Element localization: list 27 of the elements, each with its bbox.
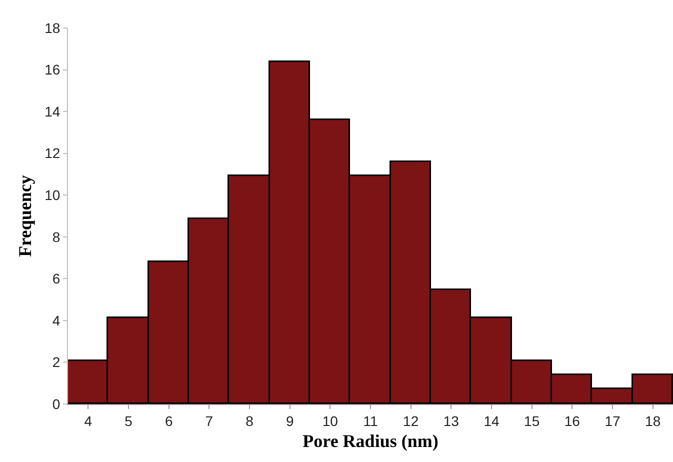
x-tick-label: 10 [322, 412, 338, 429]
x-tick-label: 6 [164, 412, 173, 429]
y-tick-label: 8 [52, 228, 60, 245]
y-tick-label: 6 [52, 270, 60, 287]
y-axis-title: Frequency [14, 175, 35, 257]
x-tick-label: 14 [484, 412, 500, 429]
x-tick-label: 15 [524, 412, 540, 429]
x-tick-label: 5 [124, 412, 133, 429]
x-tick-label: 8 [246, 412, 254, 429]
y-tick-label: 18 [44, 20, 60, 36]
x-tick-label: 13 [443, 412, 460, 429]
x-tick-label: 4 [84, 412, 92, 429]
x-tick-label: 16 [564, 412, 580, 429]
x-axis-title: Pore Radius (nm) [302, 430, 438, 451]
x-tick-label: 7 [205, 412, 214, 429]
y-tick-label: 0 [52, 396, 60, 412]
y-tick-label: 10 [44, 187, 60, 204]
x-tick-label: 18 [645, 412, 661, 429]
y-tick-label: 16 [44, 62, 60, 78]
y-tick-label: 14 [44, 103, 60, 120]
x-tick-label: 11 [363, 412, 378, 429]
y-tick-label: 12 [44, 145, 60, 162]
y-tick-label: 4 [52, 312, 60, 328]
x-tick-label: 12 [403, 412, 419, 429]
x-tick-label: 17 [604, 412, 620, 429]
y-tick-label: 2 [52, 354, 60, 370]
x-tick-label: 9 [286, 412, 294, 429]
